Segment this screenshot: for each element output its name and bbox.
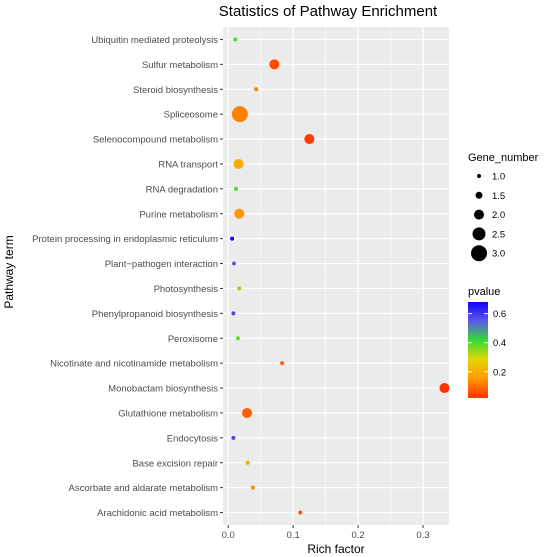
- data-point: [235, 336, 240, 341]
- data-point: [230, 236, 235, 241]
- x-axis: 0.0 0.1 0.2 0.3: [222, 525, 430, 541]
- y-tick-label: RNA transport: [158, 159, 218, 170]
- y-tick-label: Steroid biosynthesis: [133, 85, 218, 96]
- size-legend-key: [475, 191, 483, 199]
- y-tick-label: Ubiquitin mediated proteolysis: [91, 35, 218, 46]
- data-point: [237, 286, 242, 291]
- size-legend: Gene_number 1.0 1.5 2.0 2.5 3.0: [468, 152, 539, 262]
- size-legend-label: 1.5: [492, 191, 505, 202]
- y-tick-label: Base excision repair: [132, 458, 218, 469]
- size-legend-key: [477, 174, 481, 178]
- data-point: [234, 208, 245, 219]
- data-point: [233, 158, 244, 169]
- y-axis-title: Pathway term: [2, 235, 16, 308]
- data-points: [230, 37, 450, 515]
- y-tick-label: Sulfur metabolism: [142, 60, 218, 71]
- y-tick-label: Nicotinate and nicotinamide metabolism: [50, 359, 218, 370]
- size-legend-key: [471, 245, 487, 262]
- x-tick-label: 0.1: [287, 530, 300, 541]
- y-tick-label: Purine metabolism: [139, 209, 218, 220]
- y-tick-label: RNA degradation: [146, 184, 218, 195]
- y-tick-label: Glutathione metabolism: [118, 408, 218, 419]
- data-point: [439, 383, 450, 394]
- data-point: [231, 106, 248, 123]
- color-legend-title: pvalue: [468, 286, 500, 298]
- data-point: [254, 87, 259, 92]
- y-tick-label: Endocytosis: [167, 433, 218, 444]
- data-point: [231, 311, 236, 316]
- data-point: [231, 435, 236, 440]
- y-axis: Ubiquitin mediated proteolysis Sulfur met…: [32, 35, 223, 519]
- data-point: [233, 186, 238, 191]
- y-tick-label: Plant−pathogen interaction: [105, 259, 218, 270]
- chart-title: Statistics of Pathway Enrichment: [219, 3, 438, 20]
- data-point: [298, 510, 303, 515]
- size-legend-label: 3.0: [492, 249, 505, 260]
- y-tick-label: Peroxisome: [168, 334, 218, 345]
- data-point: [233, 37, 238, 42]
- x-tick-label: 0.0: [222, 530, 235, 541]
- y-tick-label: Photosynthesis: [154, 284, 219, 295]
- y-tick-label: Protein processing in endoplasmic reticu…: [32, 234, 218, 245]
- y-tick-label: Selenocompound metabolism: [93, 135, 218, 146]
- y-tick-label: Monobactam biosynthesis: [108, 384, 218, 395]
- size-legend-key: [472, 227, 486, 241]
- color-legend-label: 0.6: [493, 309, 506, 320]
- data-point: [280, 361, 285, 366]
- y-tick-label: Ascorbate and aldarate metabolism: [69, 483, 219, 494]
- size-legend-key: [474, 209, 484, 220]
- x-axis-title: Rich factor: [307, 542, 364, 556]
- y-tick-label: Arachidonic acid metabolism: [97, 508, 218, 519]
- plot-panel: [223, 27, 449, 525]
- size-legend-title: Gene_number: [468, 152, 539, 164]
- size-legend-label: 2.0: [492, 210, 505, 221]
- color-legend-label: 0.4: [493, 338, 506, 349]
- x-tick-label: 0.3: [416, 530, 429, 541]
- data-point: [245, 460, 250, 465]
- data-point: [304, 134, 315, 145]
- color-legend: pvalue 0.2 0.4 0.6: [468, 286, 506, 398]
- data-point: [232, 261, 237, 266]
- data-point: [269, 59, 280, 70]
- data-point: [250, 485, 255, 490]
- color-legend-label: 0.2: [493, 367, 506, 378]
- grid-lines: [223, 27, 449, 525]
- x-tick-label: 0.2: [351, 530, 364, 541]
- data-point: [242, 407, 253, 418]
- size-legend-label: 2.5: [492, 229, 505, 240]
- size-legend-label: 1.0: [492, 172, 505, 183]
- color-legend-bar: [468, 302, 488, 398]
- y-tick-label: Spliceosome: [164, 110, 218, 121]
- y-tick-label: Phenylpropanoid biosynthesis: [92, 309, 218, 320]
